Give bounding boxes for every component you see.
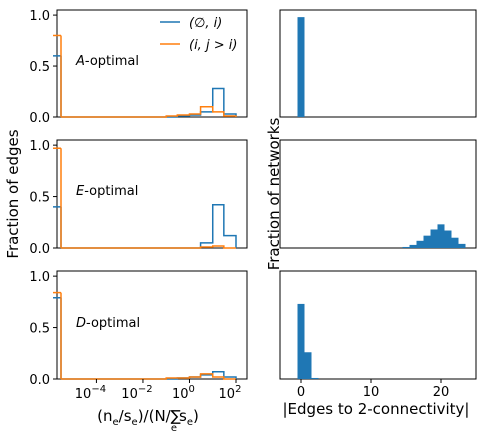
panel-label: E-optimal <box>76 184 138 199</box>
histogram-bar <box>430 229 438 248</box>
series-layer <box>53 34 237 118</box>
xlabel-sub: e <box>187 417 193 428</box>
y-tick-label: 1.0 <box>29 9 50 24</box>
series-layer <box>53 147 237 249</box>
panel-label-italic: A <box>75 54 85 69</box>
histogram-bar <box>402 246 410 248</box>
xlabel-part: )/(N/∑ <box>138 407 181 425</box>
xlabel-sub: e <box>113 417 119 428</box>
panel-d-optimal-networks: 0 10 20 <box>279 270 477 400</box>
panel-d-optimal-edges: 0.0 0.5 1.0 10−4 10−2 100 102 D-optimal <box>29 270 248 402</box>
x-tick-label: 10−2 <box>121 384 152 402</box>
bar-layer <box>297 303 319 379</box>
panel-label: A-optimal <box>75 54 139 69</box>
x-ticks: 10−4 10−2 100 102 <box>75 379 242 402</box>
left-x-axis-label: (ne/se)/(N/∑ ese) <box>97 407 199 434</box>
panel-e-optimal-networks <box>279 139 477 249</box>
legend: (∅, i) (i, j > i) <box>160 16 237 53</box>
right-y-axis-label: Fraction of networks <box>265 118 283 271</box>
panel-label-rest: -optimal <box>84 184 138 199</box>
histogram-bar <box>444 230 452 248</box>
x-ticks: 0 10 20 <box>297 379 449 400</box>
histogram-bar <box>297 303 305 379</box>
series-layer <box>53 291 237 380</box>
xlabel-part: ) <box>193 407 199 425</box>
right-x-axis-label: |Edges to 2-connectivity| <box>283 400 470 418</box>
panel-label-rest: -optimal <box>85 54 139 69</box>
x-tick-label: 10 <box>363 385 380 400</box>
series-empty-i <box>53 204 237 249</box>
histogram-bar <box>416 240 424 248</box>
series-i-j <box>53 147 236 249</box>
panel-label-italic: D <box>76 316 86 331</box>
panel-a-optimal-edges: 0.0 0.5 1.0 A-optimal (∅, i) (i, j > i) <box>29 9 248 126</box>
histogram-bar <box>437 224 445 248</box>
series-i-j <box>53 34 237 118</box>
xlabel-sub: e <box>132 417 138 428</box>
panel-label-rest: -optimal <box>86 316 140 331</box>
x-tick-label: 0 <box>297 385 305 400</box>
histogram-step-line <box>61 373 236 380</box>
histogram-bar <box>458 243 466 248</box>
y-tick-label: 0.5 <box>29 60 50 75</box>
series-empty-i <box>53 296 237 380</box>
histogram-step-line <box>61 87 237 118</box>
bar-layer <box>297 17 305 118</box>
y-tick-label: 0.0 <box>29 373 50 388</box>
x-tick-label: 102 <box>219 384 242 402</box>
y-ticks: 0.0 0.5 1.0 <box>29 139 57 257</box>
y-tick-label: 0.5 <box>29 191 50 206</box>
y-ticks: 0.0 0.5 1.0 <box>29 270 57 388</box>
histogram-bar <box>423 235 431 248</box>
series-i-j <box>53 291 236 380</box>
x-tick-label: 20 <box>433 385 450 400</box>
panel-a-optimal-networks <box>279 9 477 118</box>
y-tick-label: 1.0 <box>29 139 50 154</box>
xlabel-part: s <box>179 407 187 425</box>
histogram-bar <box>451 237 459 248</box>
histogram-step-line <box>61 245 236 249</box>
x-tick-label: 10−4 <box>75 384 106 402</box>
histogram-bar <box>311 377 319 379</box>
panel-frame <box>279 139 477 249</box>
histogram-step-line <box>61 204 237 249</box>
histogram-step-line <box>61 106 237 118</box>
x-tick-label: 100 <box>172 384 195 402</box>
xlabel-part: /s <box>119 407 132 425</box>
histogram-bar <box>297 17 305 118</box>
panel-label: D-optimal <box>76 316 140 331</box>
panel-label-italic: E <box>76 184 85 199</box>
y-tick-label: 1.0 <box>29 270 50 285</box>
histogram-bar <box>304 352 312 379</box>
y-tick-label: 0.5 <box>29 322 50 337</box>
y-tick-label: 0.0 <box>29 111 50 126</box>
y-ticks: 0.0 0.5 1.0 <box>29 9 57 126</box>
legend-label-empty-i: (∅, i) <box>189 16 222 31</box>
histogram-bar <box>409 244 417 248</box>
legend-label-i-j: (i, j > i) <box>189 38 237 53</box>
panel-e-optimal-edges: 0.0 0.5 1.0 E-optimal <box>29 139 248 257</box>
panel-frame <box>279 270 477 380</box>
y-tick-label: 0.0 <box>29 242 50 257</box>
histogram-step-line <box>61 371 237 380</box>
bar-layer <box>402 224 466 248</box>
xlabel-sum-sub: e <box>171 423 177 434</box>
left-y-axis-label: Fraction of edges <box>4 129 22 258</box>
xlabel-part: (n <box>97 407 112 425</box>
panel-frame <box>279 9 477 118</box>
